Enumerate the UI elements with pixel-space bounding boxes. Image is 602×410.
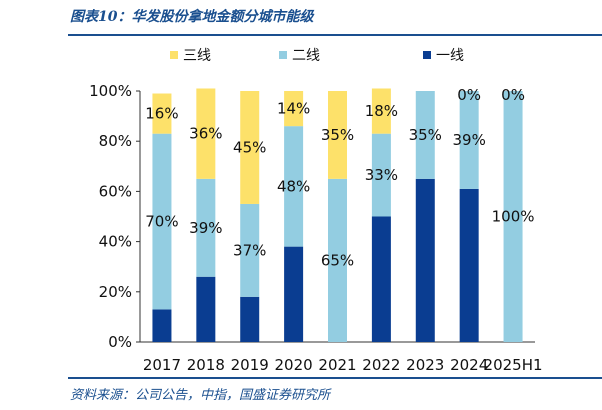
x-tick-label: 2024 bbox=[450, 356, 488, 374]
data-label: 45% bbox=[233, 138, 266, 156]
x-tick-label: 2020 bbox=[275, 356, 313, 374]
x-tick-label: 2017 bbox=[143, 356, 181, 374]
data-label: 35% bbox=[321, 126, 354, 144]
data-label: 0% bbox=[501, 86, 525, 104]
bar-segment bbox=[196, 88, 216, 179]
bar-segment bbox=[152, 93, 172, 134]
bar-segment bbox=[152, 133, 172, 310]
x-tick-label: 2019 bbox=[231, 356, 269, 374]
bar-segment bbox=[459, 91, 479, 189]
data-label: 14% bbox=[277, 100, 310, 118]
y-tick-label: 60% bbox=[99, 182, 132, 200]
data-label: 70% bbox=[145, 213, 178, 231]
y-tick-label: 20% bbox=[99, 283, 132, 301]
bar-segment bbox=[328, 91, 347, 179]
figure-title: 图表10：华发股份拿地金额分城市能级 bbox=[70, 9, 314, 25]
top-rule bbox=[68, 34, 602, 36]
y-tick-label: 0% bbox=[108, 333, 132, 351]
y-tick-label: 80% bbox=[99, 132, 132, 150]
x-tick-label: 2018 bbox=[187, 356, 225, 374]
data-label: 48% bbox=[277, 177, 310, 195]
legend-label: 三线 bbox=[183, 48, 211, 64]
data-label: 39% bbox=[452, 131, 485, 149]
data-label: 39% bbox=[189, 219, 222, 237]
data-label: 0% bbox=[457, 86, 481, 104]
bar-segment bbox=[240, 91, 260, 204]
bar-segment bbox=[284, 91, 304, 127]
bar-segment bbox=[328, 178, 347, 342]
bar-segment bbox=[371, 133, 391, 217]
y-tick-label: 100% bbox=[89, 82, 132, 100]
bar-segment bbox=[240, 203, 260, 297]
data-label: 100% bbox=[492, 208, 535, 226]
legend-label: 二线 bbox=[292, 48, 320, 64]
x-tick-label: 2021 bbox=[318, 356, 356, 374]
legend-swatch bbox=[423, 51, 431, 59]
data-label: 33% bbox=[365, 166, 398, 184]
bar-segment bbox=[240, 296, 260, 342]
bar-segment bbox=[196, 178, 216, 277]
bottom-rule bbox=[68, 377, 602, 379]
data-label: 18% bbox=[365, 102, 398, 120]
bar-segment bbox=[371, 88, 391, 134]
bar-segment bbox=[415, 91, 435, 179]
legend-label: 一线 bbox=[436, 48, 464, 64]
legend-swatch bbox=[279, 51, 287, 59]
data-label: 65% bbox=[321, 251, 354, 269]
data-label: 37% bbox=[233, 241, 266, 259]
data-label: 16% bbox=[145, 105, 178, 123]
data-label: 35% bbox=[409, 126, 442, 144]
x-tick-label: 2022 bbox=[362, 356, 400, 374]
bar-segment bbox=[415, 178, 435, 342]
bar-segment bbox=[459, 188, 479, 342]
x-tick-label: 2025H1 bbox=[484, 356, 543, 374]
bar-segment bbox=[152, 309, 172, 342]
legend-swatch bbox=[170, 51, 178, 59]
bar-segment bbox=[371, 216, 391, 342]
y-tick-label: 40% bbox=[99, 233, 132, 251]
bar-segment bbox=[284, 126, 304, 247]
data-label: 36% bbox=[189, 125, 222, 143]
bar-segment bbox=[284, 246, 304, 342]
bar-segment bbox=[196, 276, 216, 342]
source-note: 资料来源：公司公告，中指，国盛证券研究所 bbox=[70, 388, 331, 403]
bar-segment bbox=[503, 91, 523, 342]
x-tick-label: 2023 bbox=[406, 356, 444, 374]
